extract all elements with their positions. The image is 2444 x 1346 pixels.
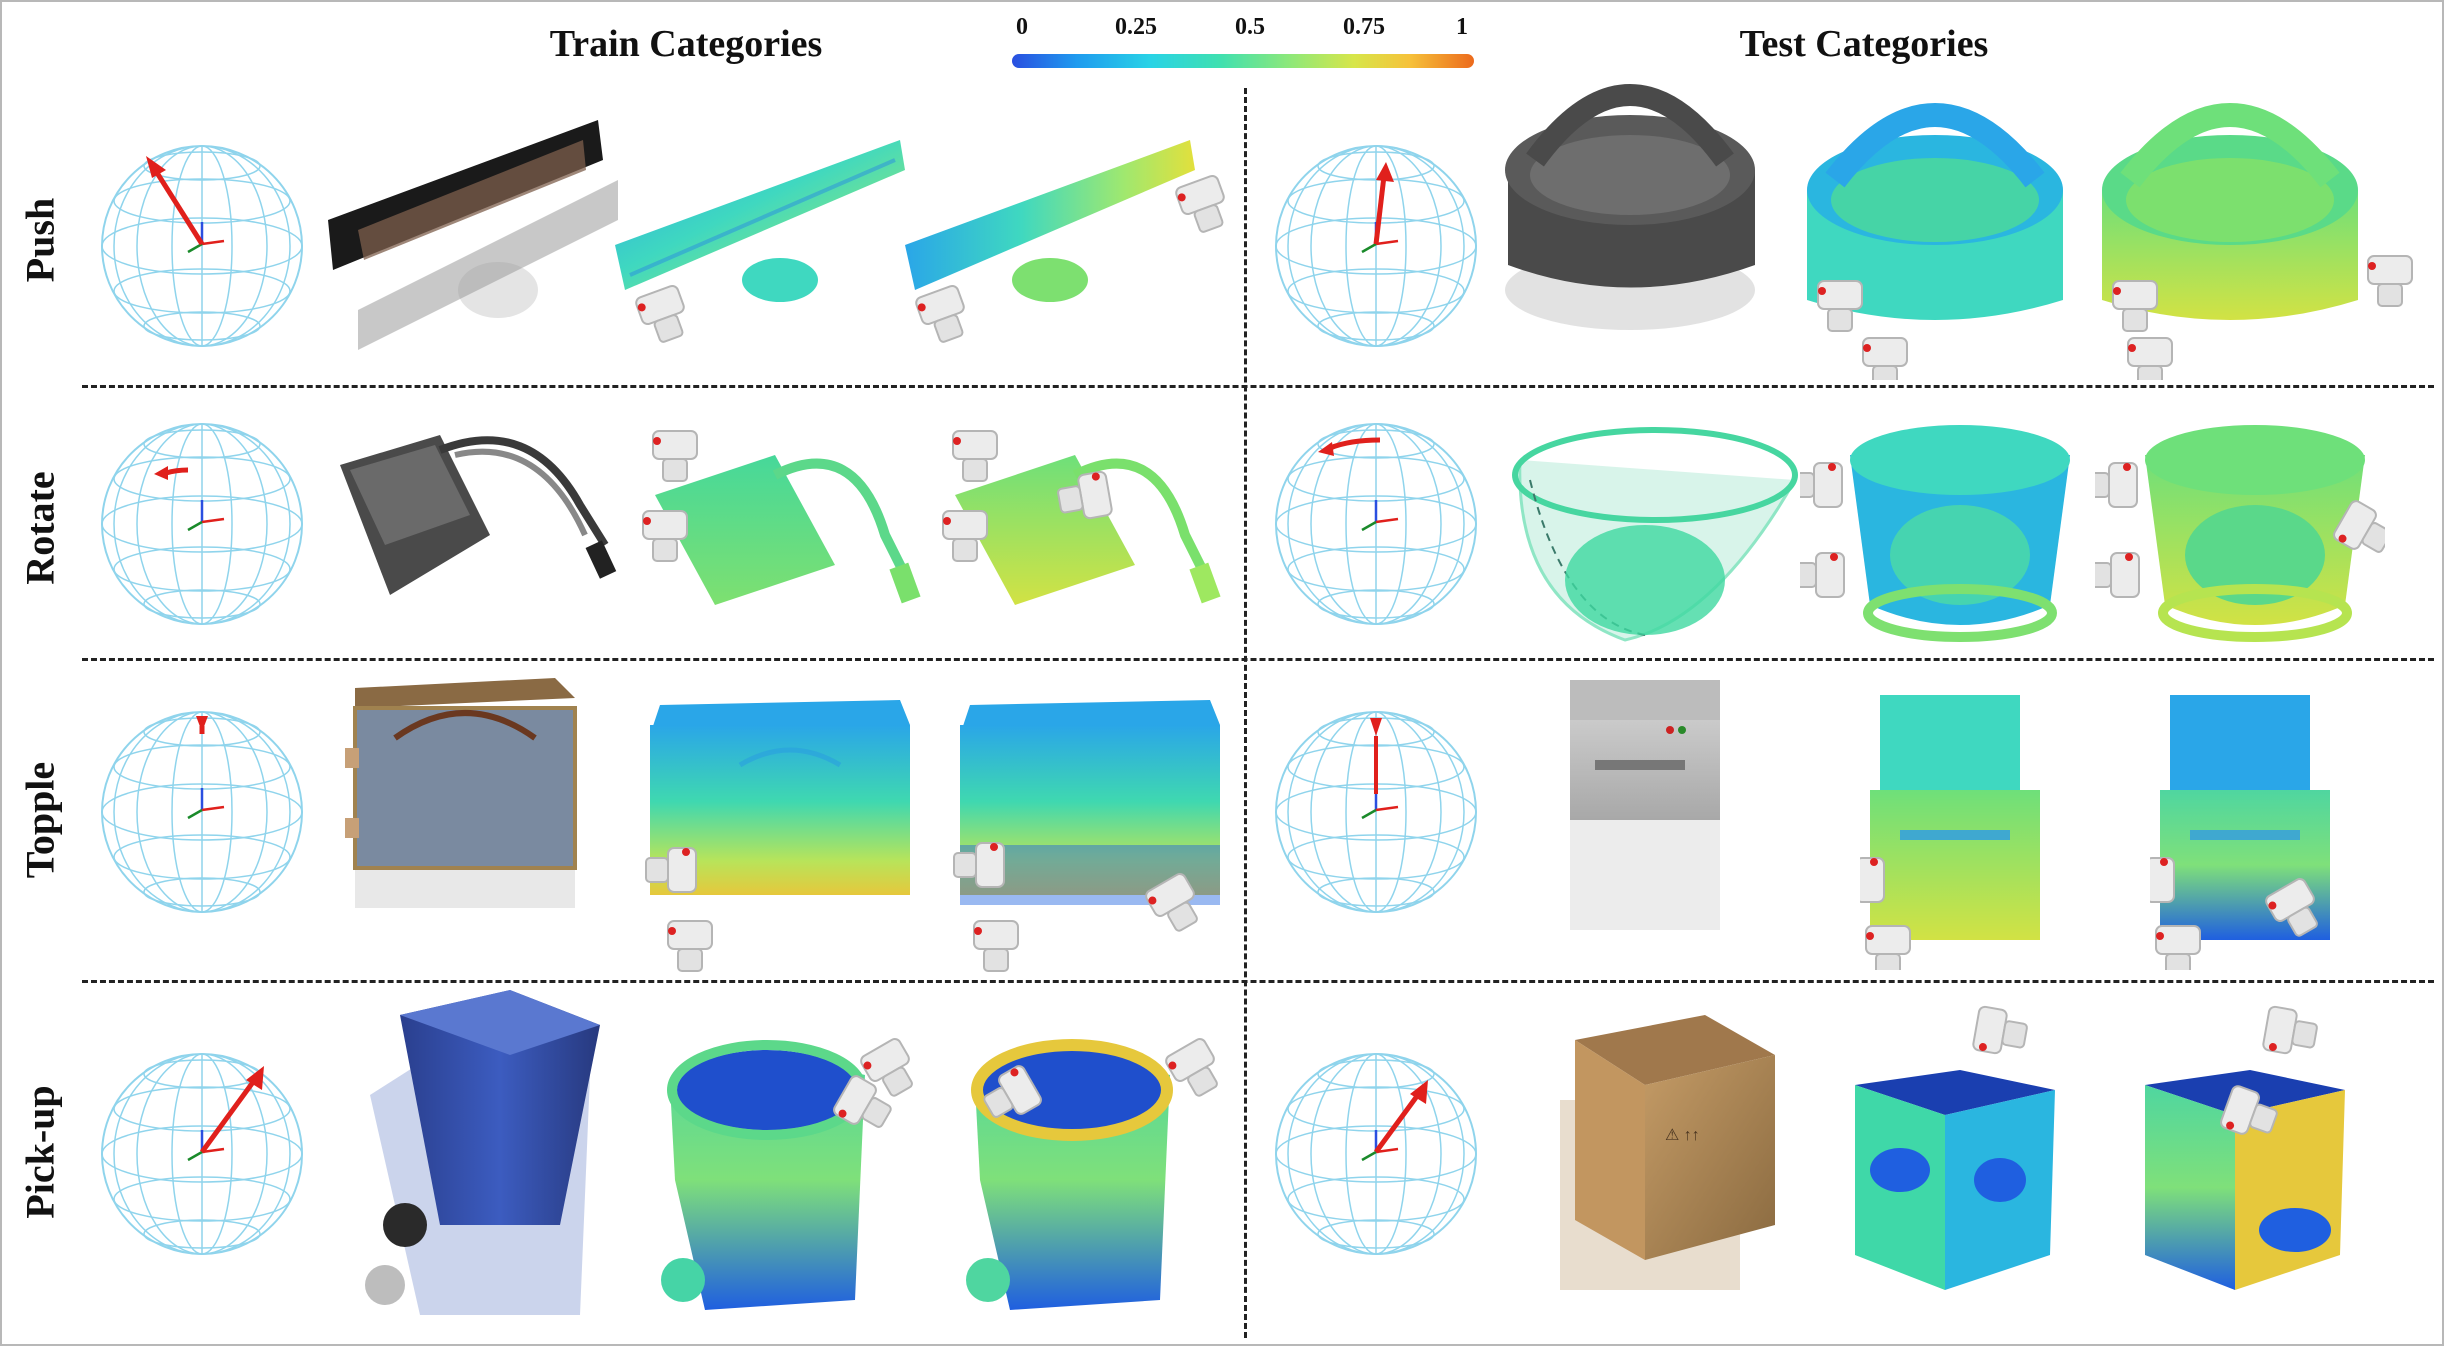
rotate-test-sphere [1275, 423, 1477, 625]
waste-basket-icon [1512, 427, 1798, 642]
row-separator [82, 385, 2434, 388]
colorbar-tick-1: 1 [1456, 14, 1468, 40]
row-label-push: Push [17, 197, 63, 283]
rotate-test-heatmap-1 [1800, 425, 2070, 642]
rotate-test-heatmap-2 [2095, 425, 2385, 642]
topple-test-heatmap-2 [2150, 695, 2330, 970]
push-test-sphere [1275, 145, 1477, 347]
colorbar [1012, 54, 1474, 68]
push-train-sphere [101, 145, 303, 347]
basket-icon [1505, 84, 1755, 330]
push-train-heatmap-2 [905, 140, 1234, 348]
push-test-heatmap-1 [1807, 103, 2063, 380]
push-train-heatmap-1 [615, 140, 905, 348]
suitcase-icon [345, 678, 577, 908]
pickup-test-sphere [1275, 1053, 1477, 1255]
rotate-train-heatmap-2 [942, 430, 1221, 605]
trash-can-icon [365, 990, 600, 1315]
row-label-pick-up: Pick-up [17, 1085, 63, 1219]
column-separator [1244, 88, 1247, 1338]
colorbar-tick-0.75: 0.75 [1343, 14, 1385, 40]
colorbar-tick-0.5: 0.5 [1235, 14, 1265, 40]
colorbar-tick-0: 0 [1016, 14, 1028, 40]
row-separator [82, 658, 2434, 661]
test-categories-header: Test Categories [1739, 23, 1989, 65]
topple-test-sphere [1275, 711, 1477, 913]
printer-icon [1570, 680, 1720, 930]
pickup-test-heatmap-2 [2145, 1004, 2345, 1290]
rotate-train-sphere [101, 423, 303, 625]
pickup-test-heatmap-1 [1855, 1004, 2055, 1290]
svg-text:⚠ ↑↑: ⚠ ↑↑ [1665, 1127, 1700, 1144]
topple-train-heatmap-2 [953, 700, 1220, 972]
pickup-train-heatmap-1 [661, 1035, 915, 1310]
row-label-rotate: Rotate [17, 471, 63, 585]
pickup-train-heatmap-2 [966, 1035, 1220, 1310]
topple-test-heatmap-1 [1860, 695, 2040, 970]
monitor-icon [328, 120, 618, 350]
rotate-train-heatmap-1 [642, 430, 921, 605]
topple-train-heatmap-1 [645, 700, 910, 972]
topple-train-sphere [101, 711, 303, 913]
row-separator [82, 980, 2434, 983]
hard-drive-icon [340, 435, 617, 595]
push-test-heatmap-2 [2102, 103, 2413, 380]
pickup-train-sphere [101, 1053, 303, 1255]
cardboard-box-icon: ⚠ ↑↑ [1560, 1015, 1775, 1290]
row-label-topple: Topple [17, 761, 63, 879]
colorbar-tick-0.25: 0.25 [1115, 14, 1157, 40]
train-categories-header: Train Categories [549, 23, 823, 65]
